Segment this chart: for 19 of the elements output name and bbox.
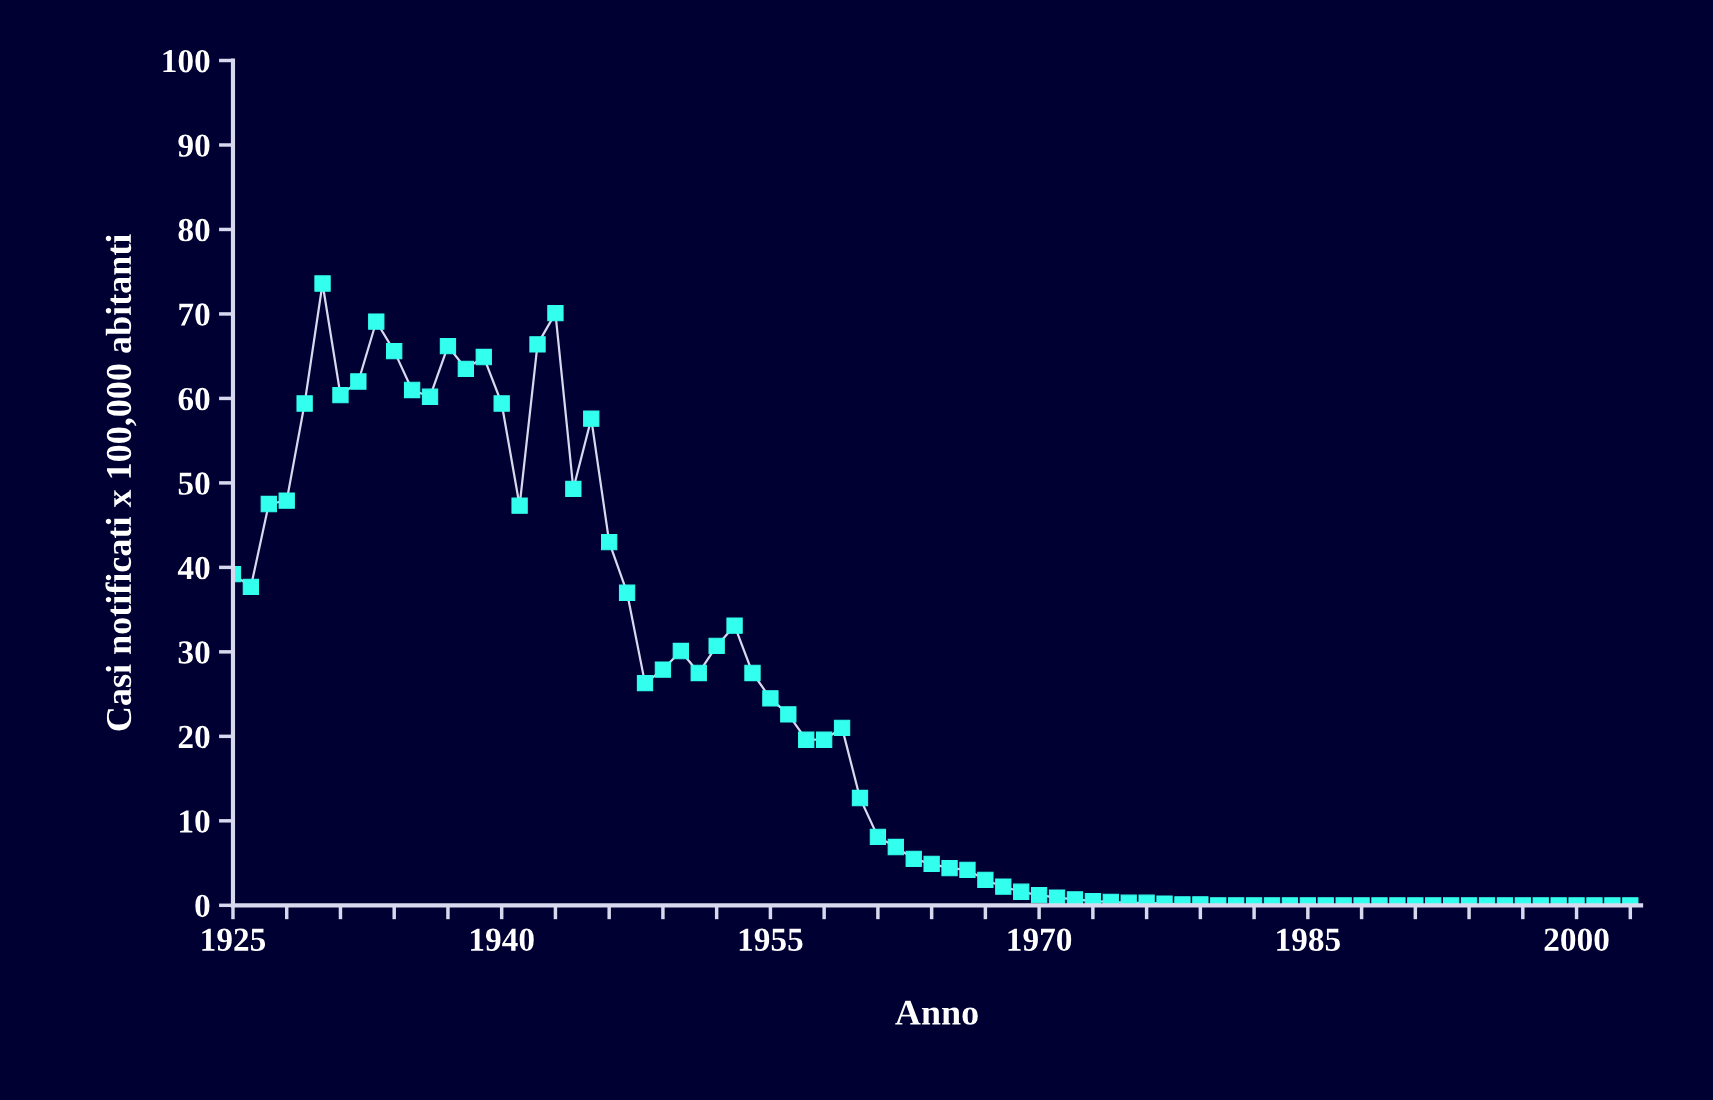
x-tick-label: 1955 [739,928,803,951]
y-axis-title: Casi notificati x 100,000 abitanti [105,234,137,731]
x-tick-label: 2000 [1544,928,1609,951]
y-tick-label: 0 [195,894,210,918]
y-tick-label: 100 [163,49,210,73]
y-tick-label: 50 [178,472,210,495]
y-tick-label: 80 [178,218,210,242]
x-tick-label: 1925 [202,928,266,951]
y-tick-label: 90 [178,134,210,157]
y-tick-label: 20 [178,725,210,749]
y-tick-label: 40 [177,556,210,580]
y-tick-label: 60 [178,387,210,411]
x-tick-label: 1940 [471,928,534,951]
x-tick-label: 1985 [1277,928,1340,951]
y-tick-label: 70 [179,303,210,326]
x-tick-label: 1970 [1008,928,1072,951]
y-tick-label: 10 [180,810,210,833]
x-axis-title: Anno [895,1000,978,1025]
y-tick-label: 30 [178,641,210,664]
